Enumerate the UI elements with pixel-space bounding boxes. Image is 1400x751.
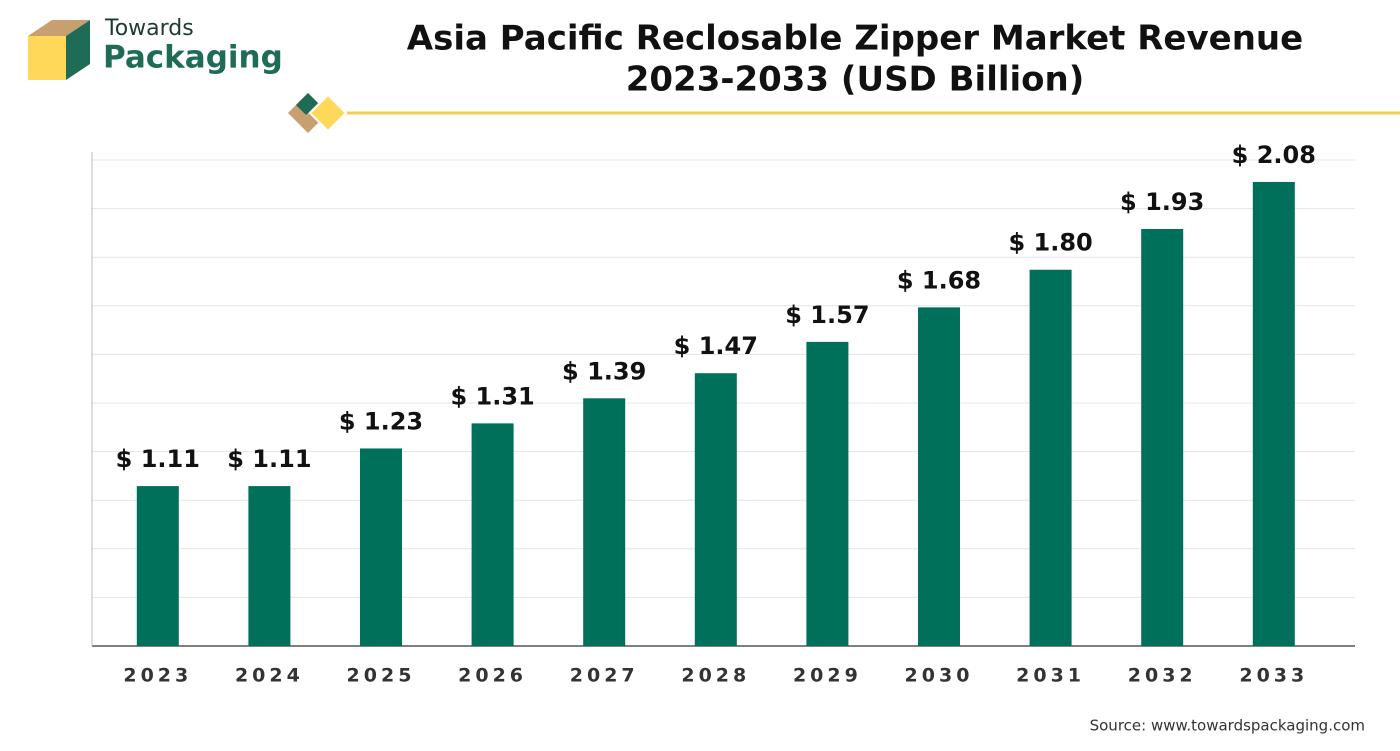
logo-text: Packaging — [103, 40, 283, 76]
data-label: $ 2.08 — [1232, 141, 1316, 169]
bar — [1141, 228, 1184, 646]
bar — [1029, 269, 1072, 646]
data-label: $ 1.47 — [674, 332, 758, 360]
data-label: $ 1.80 — [1008, 229, 1092, 257]
x-tick-label: 2033 — [1239, 665, 1308, 687]
bar — [1252, 181, 1295, 647]
data-label: $ 1.68 — [897, 266, 981, 294]
x-tick-label: 2028 — [681, 665, 750, 687]
bar — [136, 486, 179, 646]
x-tick-label: 2031 — [1016, 665, 1085, 687]
data-label: $ 1.11 — [116, 445, 200, 473]
bar — [583, 398, 626, 646]
bar — [471, 423, 514, 646]
chart-title: 2023-2033 (USD Billion) — [626, 60, 1085, 100]
x-tick-label: 2024 — [235, 665, 304, 687]
data-label: $ 1.23 — [339, 407, 423, 435]
x-tick-label: 2030 — [905, 665, 974, 687]
x-tick-label: 2026 — [458, 665, 527, 687]
data-label: $ 1.11 — [227, 445, 311, 473]
data-label: $ 1.31 — [450, 382, 534, 410]
bar — [248, 486, 291, 646]
logo: Towards Packaging — [28, 16, 283, 80]
x-tick-label: 2027 — [570, 665, 639, 687]
chart-title: Asia Pacific Reclosable Zipper Market Re… — [407, 19, 1303, 59]
bar — [918, 307, 960, 646]
x-tick-label: 2032 — [1128, 665, 1197, 687]
divider — [288, 93, 1400, 133]
source: Source: www.towardspackaging.com — [1090, 717, 1365, 735]
plot: 2023 $ 1.11 2024 $ 1.11 2025 $ 1.23 2026 $ 1.31… — [92, 141, 1355, 687]
x-tick-label: 2023 — [123, 665, 192, 687]
bar — [360, 448, 402, 646]
x-tick-label: 2029 — [793, 665, 862, 687]
bar — [694, 373, 737, 646]
data-label: $ 1.39 — [562, 357, 646, 385]
data-label: $ 1.57 — [785, 301, 869, 329]
logo-text: Towards — [104, 16, 194, 41]
bar — [806, 341, 849, 646]
x-tick-label: 2025 — [347, 665, 416, 687]
data-label: $ 1.93 — [1120, 188, 1204, 216]
